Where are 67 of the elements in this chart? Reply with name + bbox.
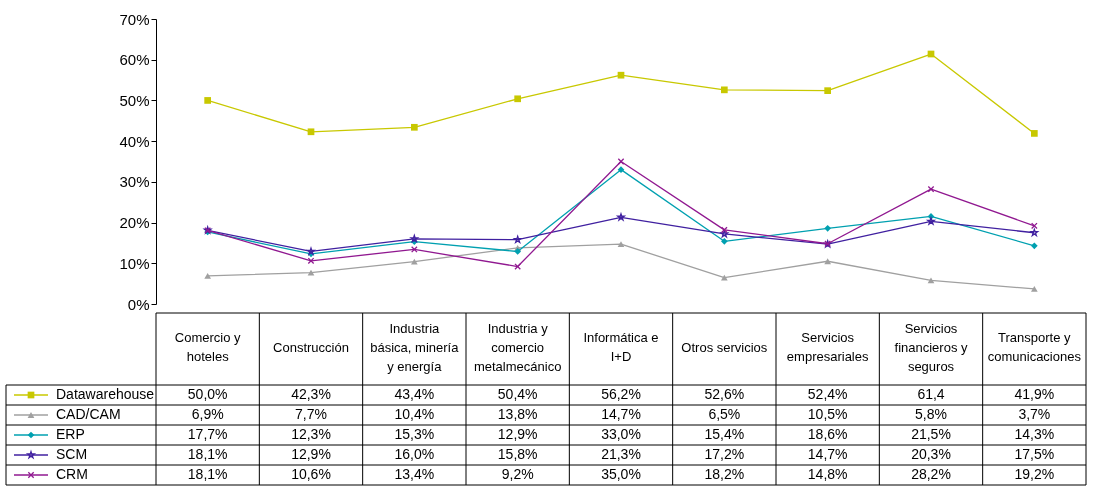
- x-tick-label: Industria básica, minería y energía: [370, 320, 460, 374]
- x-tick-label: Comercio y hoteles: [174, 330, 242, 364]
- data-label: 19,2%: [1014, 466, 1055, 482]
- data-label: 12,9%: [291, 446, 331, 462]
- x-tick-label: Industria y comercio metalmecánico: [473, 320, 562, 374]
- data-label: 21,3%: [601, 446, 641, 462]
- legend-label: Datawarehouse: [56, 386, 155, 402]
- data-label: 16,0%: [394, 446, 435, 462]
- data-label: 18,2%: [704, 466, 745, 482]
- y-tick-label: 40%: [119, 132, 150, 150]
- data-label: 18,1%: [187, 446, 228, 462]
- y-tick-label: 0%: [127, 295, 150, 313]
- x-tick-label: Servicios financieros y seguros: [894, 320, 968, 374]
- legend-label: ERP: [56, 426, 85, 442]
- data-label: 10,6%: [291, 466, 331, 482]
- data-label: 5,8%: [915, 406, 947, 422]
- data-label: 18,6%: [807, 426, 848, 442]
- x-tick-label: Servicios empresariales: [786, 330, 869, 364]
- x-tick-label: Transporte y comunicaciones: [987, 330, 1082, 364]
- data-label: 14,3%: [1014, 426, 1055, 442]
- data-label: 10,5%: [807, 406, 848, 422]
- data-label: 13,8%: [497, 406, 538, 422]
- data-label: 50,4%: [497, 386, 538, 402]
- data-label: 15,8%: [497, 446, 538, 462]
- data-label: 43,4%: [394, 386, 435, 402]
- x-tick-label: Construcción: [273, 339, 349, 355]
- legend-label: CRM: [56, 466, 88, 482]
- data-label: 33,0%: [601, 426, 641, 442]
- data-label: 21,5%: [911, 426, 951, 442]
- data-label: 17,7%: [187, 426, 228, 442]
- data-label: 10,4%: [394, 406, 435, 422]
- data-label: 15,3%: [394, 426, 435, 442]
- x-tick-label: Otros servicios: [681, 339, 768, 355]
- data-label: 50,0%: [187, 386, 228, 402]
- data-label: 12,3%: [291, 426, 331, 442]
- data-label: 52,4%: [807, 386, 848, 402]
- data-label: 18,1%: [187, 466, 228, 482]
- legend-label: CAD/CAM: [56, 406, 121, 422]
- data-label: 41,9%: [1014, 386, 1055, 402]
- data-label: 6,5%: [708, 406, 741, 422]
- y-tick-label: 20%: [119, 214, 150, 232]
- data-label: 7,7%: [295, 406, 327, 422]
- data-label: 14,7%: [807, 446, 848, 462]
- x-tick-label: Informática e I+D: [583, 330, 659, 364]
- data-label: 14,7%: [601, 406, 641, 422]
- y-tick-label: 60%: [119, 51, 150, 69]
- data-label: 35,0%: [601, 466, 641, 482]
- y-tick-label: 10%: [119, 254, 150, 272]
- data-label: 15,4%: [704, 426, 745, 442]
- data-label: 61,4: [917, 386, 945, 402]
- data-label: 13,4%: [394, 466, 435, 482]
- data-label: 17,2%: [704, 446, 745, 462]
- data-label: 28,2%: [911, 466, 951, 482]
- legend-label: SCM: [56, 446, 88, 462]
- data-label: 3,7%: [1018, 406, 1051, 422]
- data-label: 56,2%: [601, 386, 641, 402]
- data-label: 9,2%: [501, 466, 534, 482]
- data-label: 20,3%: [911, 446, 951, 462]
- data-label: 52,6%: [704, 386, 745, 402]
- y-tick-label: 50%: [119, 91, 150, 109]
- data-label: 17,5%: [1014, 446, 1055, 462]
- data-label: 42,3%: [291, 386, 331, 402]
- data-label: 12,9%: [497, 426, 538, 442]
- data-label: 6,9%: [191, 406, 224, 422]
- data-label: 14,8%: [807, 466, 848, 482]
- y-tick-label: 30%: [119, 173, 150, 191]
- y-tick-label: 70%: [119, 10, 150, 28]
